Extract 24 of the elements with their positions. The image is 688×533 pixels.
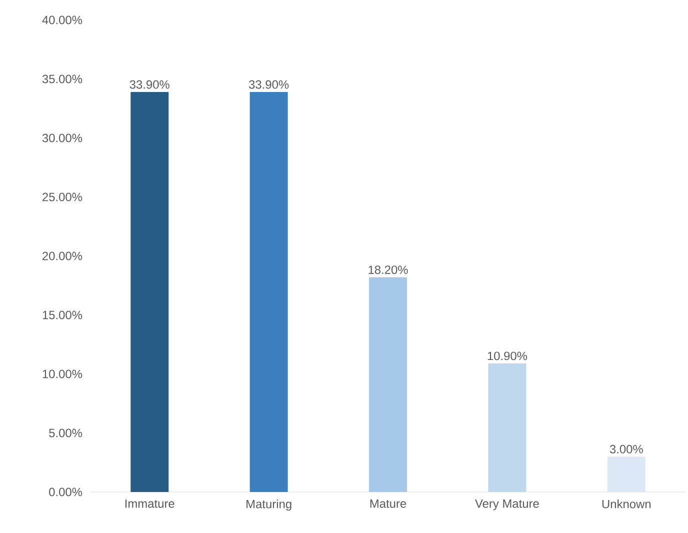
bar	[369, 277, 408, 492]
x-tick-label: Unknown	[602, 500, 651, 508]
bar	[607, 456, 646, 492]
y-tick-label: 25.00%	[42, 192, 82, 202]
x-tick-label: Immature	[125, 500, 174, 508]
y-tick-label: 40.00%	[42, 16, 82, 24]
y-tick-label: 5.00%	[49, 428, 82, 438]
y-tick-label: 35.00%	[42, 74, 82, 84]
data-label: 33.90%	[130, 80, 170, 89]
data-label: 33.90%	[248, 80, 289, 89]
y-tick-label: 10.00%	[42, 370, 82, 378]
x-tick-label: Mature	[370, 500, 406, 508]
bar	[250, 92, 288, 492]
y-tick-label: 0.00%	[49, 488, 82, 496]
data-label: 10.90%	[488, 352, 528, 360]
y-tick-label: 15.00%	[42, 310, 82, 320]
data-label: 3.00%	[610, 444, 643, 454]
y-tick-label: 30.00%	[42, 134, 82, 142]
bar	[130, 92, 169, 492]
bar	[488, 363, 526, 492]
x-tick-label: Very Mature	[475, 500, 539, 510]
data-label: 18.20%	[368, 266, 408, 274]
y-tick-label: 20.00%	[42, 252, 82, 260]
x-tick-label: Maturing	[246, 500, 292, 511]
